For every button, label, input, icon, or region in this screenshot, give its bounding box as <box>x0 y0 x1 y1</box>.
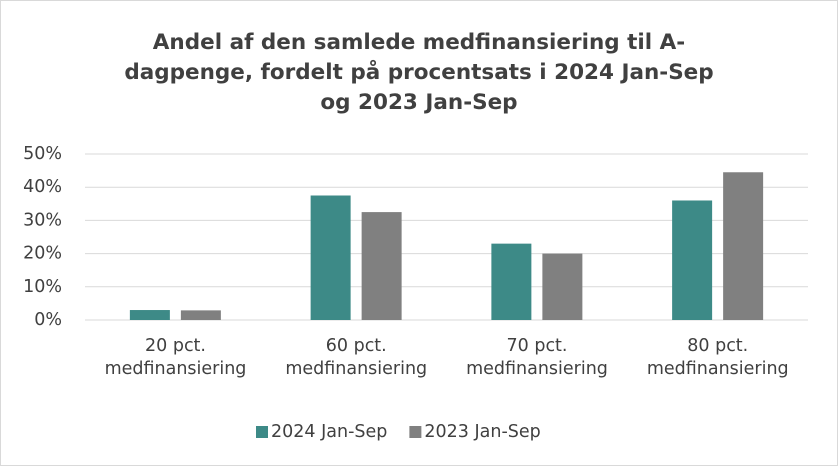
chart-title: og 2023 Jan-Sep <box>320 90 517 115</box>
x-tick-label: 80 pct. medfinansiering <box>646 336 789 379</box>
x-tick-label: 20 pct. medfinansiering <box>104 336 247 379</box>
y-tick-label: 10% <box>23 277 62 297</box>
y-tick-label: 40% <box>23 177 62 197</box>
legend-swatch <box>256 426 268 438</box>
bar <box>723 172 764 320</box>
bar <box>491 243 532 320</box>
x-tick-label: 70 pct. medfinansiering <box>466 336 608 379</box>
y-tick-label: 20% <box>23 244 62 264</box>
bar <box>180 310 221 320</box>
x-tick-label: 60 pct. medfinansiering <box>285 336 428 379</box>
bar <box>361 212 402 320</box>
y-tick-label: 0% <box>34 310 62 330</box>
bar <box>310 195 351 320</box>
y-tick-label: 50% <box>23 144 62 164</box>
chart-title: dagpenge, fordelt på procentsats i 2024 … <box>124 59 713 85</box>
bar <box>129 310 170 320</box>
legend-label: 2023 Jan-Sep <box>424 422 540 442</box>
y-tick-label: 30% <box>23 210 62 230</box>
bar <box>672 200 713 320</box>
legend-swatch <box>409 426 422 438</box>
chart-title: Andel af den samlede medfinansiering til… <box>153 30 685 55</box>
legend-label: 2024 Jan-Sep <box>271 422 387 442</box>
bar <box>542 253 583 320</box>
